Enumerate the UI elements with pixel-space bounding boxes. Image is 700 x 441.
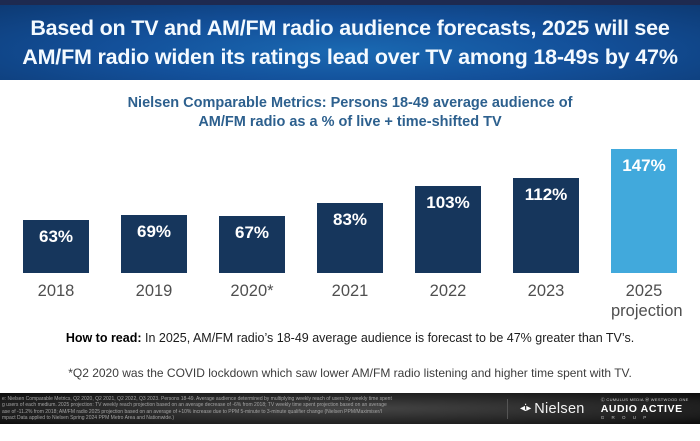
bar-2018: 63% (23, 220, 89, 273)
x-tick-label: 2018 (37, 282, 75, 300)
bar-2023: 112% (513, 178, 579, 273)
cumulus-media-logo: Ⓒ CUMULUS MEDIA (600, 397, 644, 402)
x-tick-label: 2023 (527, 282, 565, 300)
bar-column: 112% (513, 178, 579, 273)
brand-mini-logos: Ⓒ CUMULUS MEDIA Ⓦ WESTWOOD ONE (601, 397, 689, 403)
audio-active-group-logo: Ⓒ CUMULUS MEDIA Ⓦ WESTWOOD ONE AUDIO ACT… (601, 397, 700, 420)
bar-value-label: 83% (332, 210, 368, 229)
bar-2019: 69% (121, 215, 187, 273)
bar-value-label: 112% (524, 185, 568, 204)
how-to-read-note: How to read: In 2025, AM/FM radio’s 18-4… (0, 331, 700, 345)
source-text: e: Nielsen Comparable Metrics, Q2 2020, … (0, 396, 507, 421)
x-tick-label: 2021 (331, 282, 369, 300)
how-to-read-label: How to read: (65, 331, 142, 345)
source-line: mpact Data applied to Nielsen Spring 202… (2, 414, 175, 421)
audio-active-text: AUDIO ACTIVE (600, 403, 683, 415)
chart-title-line-2: AM/FM radio as a % of live + time-shifte… (198, 114, 502, 130)
how-to-read-text: In 2025, AM/FM radio’s 18-49 average aud… (141, 331, 635, 345)
x-tick-label: 2019 (135, 282, 173, 300)
bar-value-label: 147% (622, 156, 666, 175)
x-tick-label: 2025 projection (611, 282, 683, 320)
header-banner: Based on TV and AM/FM radio audience for… (0, 0, 700, 80)
x-axis-row: 2018 2019 2020* 2021 2022 2023 2025 projection (0, 281, 700, 321)
bars-row: 63% 69% 67% 83% 103% 112% 147% (0, 149, 700, 273)
bar-column: 147% (611, 149, 677, 273)
bar-2020: 67% (219, 216, 285, 273)
source-line: ase of -11.2% from 2018; AM/FM radio 202… (2, 408, 382, 415)
footer-divider (507, 398, 508, 419)
bar-column: 63% (23, 220, 89, 273)
covid-footnote: *Q2 2020 was the COVID lockdown which sa… (68, 366, 632, 380)
chart-title-line-1: Nielsen Comparable Metrics: Persons 18-4… (127, 95, 573, 111)
chart-title: Nielsen Comparable Metrics: Persons 18-4… (0, 94, 700, 132)
bar-column: 103% (415, 186, 481, 273)
bar-column: 83% (317, 203, 383, 273)
footer-bar: e: Nielsen Comparable Metrics, Q2 2020, … (0, 393, 700, 424)
audio-group-text: G R O U P (600, 415, 650, 420)
bar-column: 67% (219, 216, 285, 273)
bar-value-label: 67% (234, 223, 270, 242)
x-tick-label: 2022 (429, 282, 467, 300)
source-line: e: Nielsen Comparable Metrics, Q2 2020, … (2, 395, 392, 402)
source-line: g users of each medium. 2025 projection:… (2, 402, 387, 409)
nielsen-logo-icon: ◂⁚▸ (520, 403, 531, 414)
westwood-one-logo: Ⓦ WESTWOOD ONE (645, 397, 689, 402)
slide-title-line-2: AM/FM radio widen its ratings lead over … (22, 44, 678, 69)
nielsen-logo: ◂⁚▸ Nielsen (520, 401, 585, 417)
bar-2021: 83% (317, 203, 383, 273)
nielsen-logo-text: Nielsen (534, 400, 585, 417)
bar-value-label: 63% (38, 227, 74, 246)
bar-2025projection: 147% (611, 149, 677, 273)
x-tick-label: 2020* (230, 282, 274, 300)
bar-2022: 103% (415, 186, 481, 273)
bar-value-label: 69% (136, 222, 172, 241)
bar-value-label: 103% (426, 193, 470, 212)
bar-column: 69% (121, 215, 187, 273)
slide-title-line-1: Based on TV and AM/FM radio audience for… (30, 15, 670, 40)
